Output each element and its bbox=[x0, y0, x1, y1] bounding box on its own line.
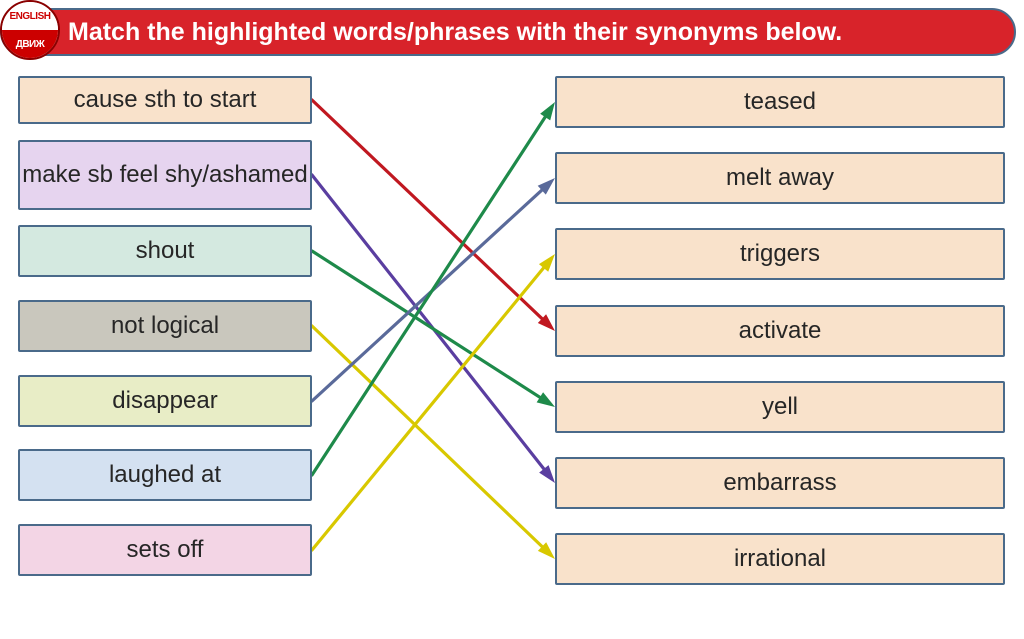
left-box[interactable]: cause sth to start bbox=[18, 76, 312, 124]
left-box[interactable]: disappear bbox=[18, 375, 312, 427]
logo-top-text: ENGLISH bbox=[2, 2, 58, 30]
left-box[interactable]: not logical bbox=[18, 300, 312, 352]
left-box[interactable]: sets off bbox=[18, 524, 312, 576]
right-box[interactable]: melt away bbox=[555, 152, 1005, 204]
instruction-header: Match the highlighted words/phrases with… bbox=[0, 8, 1016, 56]
logo-badge: ENGLISH ДВИЖ bbox=[0, 0, 60, 60]
right-box[interactable]: activate bbox=[555, 305, 1005, 357]
right-box[interactable]: teased bbox=[555, 76, 1005, 128]
instruction-text: Match the highlighted words/phrases with… bbox=[68, 18, 842, 47]
left-box[interactable]: laughed at bbox=[18, 449, 312, 501]
left-box[interactable]: shout bbox=[18, 225, 312, 277]
right-box[interactable]: triggers bbox=[555, 228, 1005, 280]
right-box[interactable]: yell bbox=[555, 381, 1005, 433]
left-box[interactable]: make sb feel shy/ashamed bbox=[18, 140, 312, 210]
right-box[interactable]: embarrass bbox=[555, 457, 1005, 509]
right-box[interactable]: irrational bbox=[555, 533, 1005, 585]
